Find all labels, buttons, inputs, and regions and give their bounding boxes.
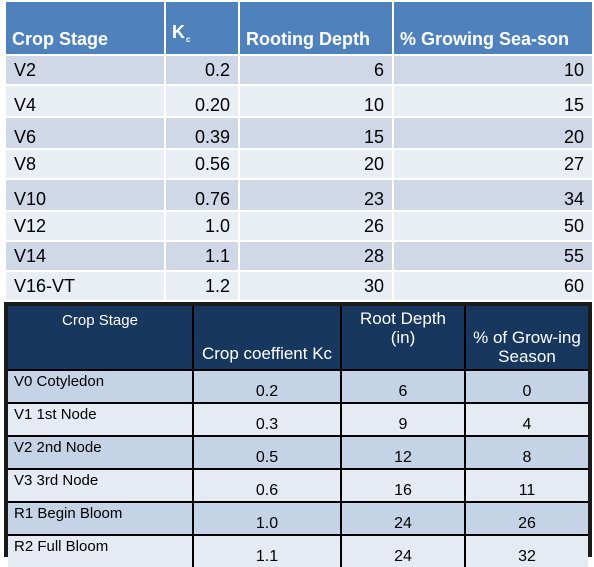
- header-growing-season: % Growing Sea-son: [394, 2, 592, 54]
- cell-season: 0: [466, 371, 588, 404]
- table-row: V2 0.2 6 10: [6, 54, 592, 84]
- header-rooting-depth: Rooting Depth: [240, 2, 394, 54]
- cell-depth: 24: [342, 536, 466, 567]
- header-crop-coefficient: Crop coeffient Kc: [194, 306, 342, 371]
- cell-kc: 0.56: [166, 148, 240, 178]
- cell-stage: V2 2nd Node: [8, 437, 194, 470]
- table-row: V14 1.1 28 55: [6, 240, 592, 270]
- table-row: R1 Begin Bloom 1.0 24 26: [8, 503, 588, 536]
- cell-stage: V3 3rd Node: [8, 470, 194, 503]
- cell-kc: 0.2: [166, 54, 240, 84]
- table-row: V8 0.56 20 27: [6, 148, 592, 178]
- table-row: V0 Cotyledon 0.2 6 0: [8, 371, 588, 404]
- cell-stage: R2 Full Bloom: [8, 536, 194, 567]
- crop-stage-table-top: Crop Stage Kc Rooting Depth % Growing Se…: [6, 2, 592, 300]
- cell-kc: 0.76: [166, 178, 240, 210]
- cell-depth: 16: [342, 470, 466, 503]
- cell-stage: V14: [6, 240, 166, 270]
- cell-stage: V6: [6, 116, 166, 148]
- cell-season: 20: [394, 116, 592, 148]
- cell-stage: V1 1st Node: [8, 404, 194, 437]
- cell-season: 55: [394, 240, 592, 270]
- cell-kc: 1.0: [166, 210, 240, 240]
- cell-season: 32: [466, 536, 588, 567]
- cell-depth: 26: [240, 210, 394, 240]
- cell-depth: 23: [240, 178, 394, 210]
- cell-stage: V12: [6, 210, 166, 240]
- table-row: V3 3rd Node 0.6 16 11: [8, 470, 588, 503]
- cell-kc: 1.1: [194, 536, 342, 567]
- crop-stage-table-bottom: Crop Stage Crop coeffient Kc Root Depth …: [8, 306, 588, 567]
- cell-depth: 9: [342, 404, 466, 437]
- cell-season: 60: [394, 270, 592, 300]
- cell-depth: 12: [342, 437, 466, 470]
- cell-season: 15: [394, 84, 592, 116]
- cell-stage: V2: [6, 54, 166, 84]
- cell-depth: 30: [240, 270, 394, 300]
- cell-kc: 0.5: [194, 437, 342, 470]
- cell-kc: 1.0: [194, 503, 342, 536]
- cell-kc: 1.2: [166, 270, 240, 300]
- cell-stage: R1 Begin Bloom: [8, 503, 194, 536]
- table-row: V6 0.39 15 20: [6, 116, 592, 148]
- cell-kc: 0.20: [166, 84, 240, 116]
- cell-stage: V10: [6, 178, 166, 210]
- table-row: V4 0.20 10 15: [6, 84, 592, 116]
- table-row: V1 1st Node 0.3 9 4: [8, 404, 588, 437]
- cell-season: 4: [466, 404, 588, 437]
- table-header-row: Crop Stage Crop coeffient Kc Root Depth …: [8, 306, 588, 371]
- cell-season: 11: [466, 470, 588, 503]
- table-row: V10 0.76 23 34: [6, 178, 592, 210]
- cell-stage: V16-VT: [6, 270, 166, 300]
- cell-kc: 0.6: [194, 470, 342, 503]
- header-kc-subscript: c: [186, 35, 191, 44]
- cell-depth: 15: [240, 116, 394, 148]
- header-growing-season: % of Grow-ing Season: [466, 306, 588, 371]
- table-row: V16-VT 1.2 30 60: [6, 270, 592, 300]
- cell-depth: 20: [240, 148, 394, 178]
- table-row: R2 Full Bloom 1.1 24 32: [8, 536, 588, 567]
- cell-season: 50: [394, 210, 592, 240]
- cell-kc: 1.1: [166, 240, 240, 270]
- table-row: V12 1.0 26 50: [6, 210, 592, 240]
- cell-season: 10: [394, 54, 592, 84]
- cell-kc: 0.39: [166, 116, 240, 148]
- cell-stage: V0 Cotyledon: [8, 371, 194, 404]
- header-crop-stage: Crop Stage: [6, 2, 166, 54]
- header-crop-stage: Crop Stage: [8, 306, 194, 371]
- cell-stage: V4: [6, 84, 166, 116]
- cell-depth: 24: [342, 503, 466, 536]
- cell-depth: 6: [240, 54, 394, 84]
- cell-depth: 28: [240, 240, 394, 270]
- cell-season: 34: [394, 178, 592, 210]
- cell-season: 8: [466, 437, 588, 470]
- header-root-depth: Root Depth (in): [342, 306, 466, 371]
- cell-depth: 10: [240, 84, 394, 116]
- header-kc: Kc: [166, 2, 240, 54]
- table-row: V2 2nd Node 0.5 12 8: [8, 437, 588, 470]
- cell-stage: V8: [6, 148, 166, 178]
- cell-kc: 0.3: [194, 404, 342, 437]
- table-header-row: Crop Stage Kc Rooting Depth % Growing Se…: [6, 2, 592, 54]
- cell-season: 27: [394, 148, 592, 178]
- cell-kc: 0.2: [194, 371, 342, 404]
- crop-stage-table-bottom-frame: Crop Stage Crop coeffient Kc Root Depth …: [4, 302, 592, 567]
- cell-season: 26: [466, 503, 588, 536]
- cell-depth: 6: [342, 371, 466, 404]
